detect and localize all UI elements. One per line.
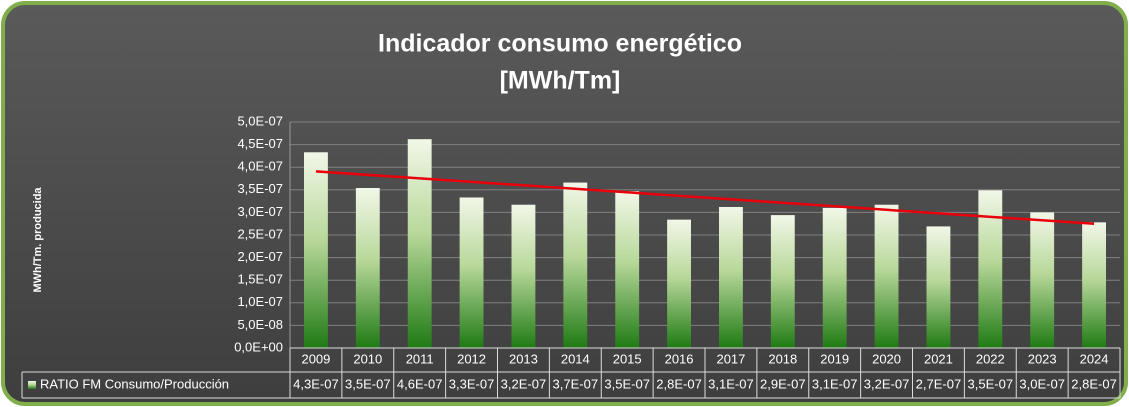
chart-title: [MWh/Tm] — [500, 67, 621, 95]
legend-key — [28, 381, 36, 389]
x-tick-label: 2016 — [665, 351, 694, 366]
x-tick-label: 2018 — [768, 351, 797, 366]
y-tick-label: 3,5E-07 — [237, 181, 283, 196]
bar — [874, 204, 899, 348]
data-table-value: 2,8E-07 — [656, 376, 702, 391]
chart-title: Indicador consumo energético — [378, 30, 742, 58]
y-tick-label: 2,5E-07 — [237, 226, 283, 241]
data-table-value: 3,5E-07 — [968, 376, 1014, 391]
bar — [719, 206, 743, 348]
y-tick-label: 5,0E-08 — [237, 317, 283, 332]
x-tick-label: 2017 — [716, 351, 745, 366]
data-table-value: 2,9E-07 — [760, 376, 806, 391]
y-tick-label: 4,0E-07 — [237, 159, 283, 174]
data-table-value: 2,8E-07 — [1071, 376, 1117, 391]
data-table-value: 3,5E-07 — [604, 376, 650, 391]
bar — [667, 219, 691, 348]
x-tick-label: 2022 — [976, 351, 1005, 366]
x-tick-label: 2015 — [613, 351, 642, 366]
data-table-value: 3,1E-07 — [812, 376, 858, 391]
y-tick-label: 3,0E-07 — [237, 204, 283, 219]
data-table-value: 2,7E-07 — [916, 376, 962, 391]
x-tick-label: 2019 — [820, 351, 849, 366]
y-tick-label: 0,0E+00 — [234, 339, 283, 354]
legend-label: RATIO FM Consumo/Producción — [40, 376, 229, 391]
x-tick-label: 2024 — [1080, 351, 1109, 366]
x-tick-label: 2011 — [406, 351, 434, 366]
bar — [770, 215, 795, 348]
data-table-value: 4,3E-07 — [293, 376, 339, 391]
y-tick-label: 4,5E-07 — [237, 136, 283, 151]
data-table-value: 3,2E-07 — [864, 376, 910, 391]
x-tick-label: 2021 — [924, 351, 953, 366]
y-tick-label: 1,0E-07 — [237, 294, 283, 309]
bar — [304, 152, 328, 348]
x-tick-label: 2010 — [353, 351, 382, 366]
data-table-value: 3,1E-07 — [708, 376, 754, 391]
bar — [1030, 212, 1055, 348]
data-table-value: 3,7E-07 — [553, 376, 599, 391]
bar — [615, 191, 640, 348]
y-tick-label: 5,0E-07 — [237, 113, 283, 128]
data-table-value: 3,2E-07 — [501, 376, 547, 391]
x-tick-label: 2014 — [561, 351, 590, 366]
bar — [926, 226, 951, 348]
y-axis-label: MWh/Tm. producida — [32, 187, 44, 293]
data-table-value: 3,3E-07 — [449, 376, 495, 391]
y-tick-label: 2,0E-07 — [237, 249, 283, 264]
data-table-value: 4,6E-07 — [397, 376, 443, 391]
data-table-value: 3,5E-07 — [345, 376, 391, 391]
y-tick-label: 1,5E-07 — [237, 272, 283, 287]
bar — [459, 197, 484, 348]
x-tick-label: 2013 — [509, 351, 538, 366]
x-tick-label: 2020 — [872, 351, 901, 366]
x-tick-label: 2009 — [301, 351, 330, 366]
data-table-value: 3,0E-07 — [1019, 376, 1065, 391]
bar — [822, 207, 847, 348]
bar — [978, 190, 1003, 348]
bar — [355, 187, 380, 348]
x-tick-label: 2023 — [1028, 351, 1057, 366]
bar — [407, 139, 432, 348]
trendline — [315, 170, 1095, 226]
bar — [1082, 222, 1106, 348]
x-tick-label: 2012 — [457, 351, 486, 366]
bar — [563, 182, 588, 348]
bar — [511, 204, 536, 348]
